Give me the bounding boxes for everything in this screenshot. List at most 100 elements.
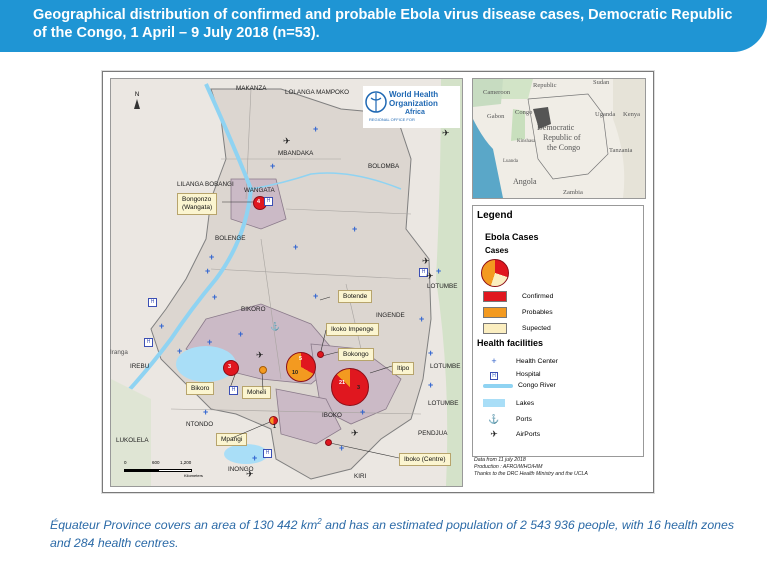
health-center-icon: + (270, 161, 276, 171)
north-arrow: N (134, 92, 140, 109)
airport-icon: ✈ (426, 271, 434, 281)
legend-item-suspected: Supected (483, 323, 551, 334)
health-center-icon: + (436, 266, 442, 276)
who-logo: World Health Organization Africa REGIONA… (363, 86, 460, 128)
health-center-icon: + (419, 314, 425, 324)
place-label: PENDJUA (418, 430, 448, 437)
hospital-icon: H (144, 338, 153, 347)
legend-pie-icon (481, 259, 509, 287)
caption-text: Équateur Province covers an area of 130 … (50, 517, 734, 551)
health-center-icon: + (207, 337, 213, 347)
callout-mpangi: Mpangi (216, 433, 248, 446)
callout-itipo: Itipo (392, 362, 415, 375)
place-label: INGENDE (376, 312, 405, 319)
case-pie-ikoko-impenge (286, 352, 316, 382)
health-center-icon: + (313, 124, 319, 134)
case-pie-itipo (331, 368, 369, 406)
health-center-icon: + (339, 443, 345, 453)
legend-facilities-title: Health facilities (477, 338, 544, 348)
callout-bikoro: Bikoro (186, 382, 215, 395)
legend-item-probables: Probables (483, 307, 553, 318)
place-label: BOLENGE (215, 235, 246, 242)
scale-bar: 0 600 1,200 Kilometers (124, 460, 203, 478)
hospital-icon: H (483, 369, 505, 380)
pie-count: 4 (257, 199, 261, 205)
health-center-icon: + (428, 380, 434, 390)
hospital-icon: H (264, 197, 273, 206)
inset-map: Republic Sudan Cameroon Gabon Congo Ugan… (472, 78, 646, 199)
map-credits: Data from 11 july 2018 Production : AFRO… (474, 457, 588, 477)
health-center-icon: + (203, 407, 209, 417)
callout-ikoko-impenge: Ikoko Impenge (326, 323, 379, 336)
case-pie-mpangi (269, 416, 278, 425)
health-center-icon: + (209, 252, 215, 262)
case-pie-iboko (325, 439, 332, 446)
legend-ebola-title: Ebola Cases (485, 232, 539, 242)
hospital-icon: H (148, 298, 157, 307)
legend-item-airports: ✈ AirPorts (483, 429, 540, 440)
health-center-icon: + (159, 321, 165, 331)
hospital-icon: H (229, 386, 238, 395)
header-banner: Geographical distribution of confirmed a… (0, 0, 767, 52)
legend-title: Legend (477, 210, 513, 221)
legend-item-hospital: H Hospital (483, 369, 541, 380)
health-center-icon: + (313, 291, 319, 301)
hospital-icon: H (263, 449, 272, 458)
legend-cases-label: Cases (485, 246, 509, 255)
airport-icon: ✈ (422, 256, 430, 266)
legend-item-ports: ⚓ Ports (483, 414, 531, 425)
health-center-icon: + (205, 266, 211, 276)
pie-count: 1 (273, 424, 277, 430)
callout-bokongo: Bokongo (338, 348, 374, 361)
place-label: BOLOMBA (368, 163, 400, 170)
hospital-icon: H (419, 268, 428, 277)
place-label: LOLANGA MAMPOKO (285, 89, 350, 96)
place-label: MAKANZA (236, 85, 267, 92)
legend-item-confirmed: Confirmed (483, 291, 553, 302)
probables-swatch (483, 307, 507, 318)
pie-count: 5 (299, 356, 303, 362)
place-label: LOTUMBE (427, 283, 458, 290)
page-title: Geographical distribution of confirmed a… (33, 7, 733, 41)
place-label: LUKOLELA (116, 437, 149, 444)
legend-item-lakes: Lakes (483, 399, 534, 407)
pie-count: 3 (357, 385, 361, 391)
health-center-icon: + (360, 407, 366, 417)
confirmed-swatch (483, 291, 507, 302)
airport-icon: ✈ (442, 128, 450, 138)
health-center-icon: + (238, 329, 244, 339)
place-label: MBANDAKA (278, 150, 314, 157)
health-center-icon: + (293, 242, 299, 252)
health-center-icon: + (252, 453, 258, 463)
port-icon: ⚓ (270, 322, 280, 331)
callout-iboko-centre: Iboko (Centre) (399, 453, 451, 466)
place-label: BIKORO (241, 306, 266, 313)
airport-icon: ✈ (246, 469, 254, 479)
place-label: WANGATA (244, 187, 275, 194)
case-pie-moheli (259, 366, 267, 374)
place-label: Iranga (110, 349, 128, 356)
callout-bongonzo: Bongonzo (Wangata) (177, 193, 218, 215)
airport-icon: ✈ (283, 136, 291, 146)
health-center-icon: + (212, 292, 218, 302)
pie-count: 21 (339, 380, 346, 386)
place-label: IBOKO (322, 412, 342, 419)
suspected-swatch (483, 323, 507, 334)
port-icon: ⚓ (488, 414, 500, 424)
legend-panel: Legend Ebola Cases Cases Confirmed Proba… (472, 205, 644, 457)
plus-icon: + (491, 356, 497, 366)
health-center-icon: + (177, 346, 183, 356)
place-label: IREBU (130, 363, 150, 370)
pie-count: 10 (292, 370, 299, 376)
place-label: LOTUMBE (430, 363, 461, 370)
river-icon (483, 383, 513, 388)
callout-botende: Botende (338, 290, 373, 303)
place-label: INONGO (228, 466, 254, 473)
airport-icon: ✈ (351, 428, 359, 438)
place-label: LOTUMBE (428, 400, 459, 407)
place-label: KIRI (354, 473, 367, 480)
health-center-icon: + (428, 348, 434, 358)
place-label: LILANGA BOBANGI (177, 181, 234, 188)
case-pie-bikoro (223, 360, 239, 376)
airport-icon: ✈ (256, 350, 264, 360)
